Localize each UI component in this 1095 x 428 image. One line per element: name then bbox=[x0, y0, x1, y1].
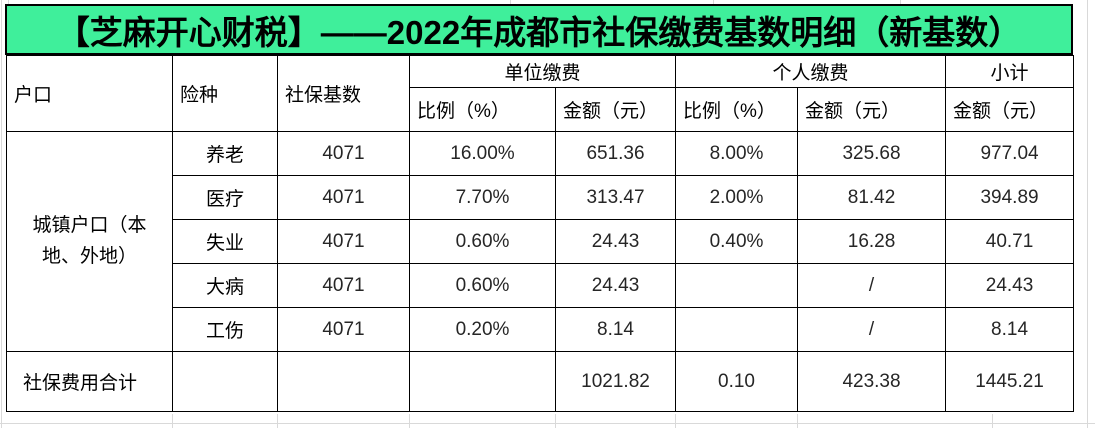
cell-personal-ratio bbox=[675, 307, 799, 352]
header-row-2: 比例（%） 金额（元） 比例（%） 金额（元） 金额（元） bbox=[7, 87, 1075, 132]
cell-employer-amount: 651.36 bbox=[554, 131, 677, 176]
header-subtotal-amount: 金额（元） bbox=[945, 87, 1075, 132]
cell-insurance-type: 失业 bbox=[172, 219, 278, 264]
gridline bbox=[797, 414, 798, 428]
cell-base: 4071 bbox=[277, 219, 410, 264]
cell-personal-ratio bbox=[675, 263, 799, 308]
header-row-1: 户口 险种 社保基数 单位缴费 个人缴费 小计 bbox=[6, 55, 1075, 132]
cell-insurance-type: 医疗 bbox=[172, 175, 278, 220]
gridline bbox=[510, 0, 511, 4]
cell-subtotal: 8.14 bbox=[945, 307, 1075, 352]
total-employer-ratio-cell bbox=[409, 351, 556, 412]
cell-base: 4071 bbox=[277, 175, 410, 220]
cell-insurance-type: 养老 bbox=[172, 131, 278, 176]
social-insurance-table: 户口 险种 社保基数 单位缴费 个人缴费 小计 比例（%） 金额（元） 比例（%… bbox=[6, 55, 1075, 412]
header-employer-amount: 金额（元） bbox=[554, 87, 677, 132]
cell-personal-ratio: 0.40% bbox=[675, 219, 799, 264]
cell-insurance-type: 工伤 bbox=[172, 307, 278, 352]
table-row-unemployment: 失业 4071 0.60% 24.43 0.40% 16.28 40.71 bbox=[7, 219, 1075, 264]
table-row-medical: 医疗 4071 7.70% 313.47 2.00% 81.42 394.89 bbox=[7, 175, 1075, 220]
table-row-pension: 城镇户口（本地、外地） 养老 4071 16.00% 651.36 8.00% … bbox=[6, 131, 1075, 352]
total-subtotal-cell: 1445.21 bbox=[945, 351, 1075, 412]
total-employer-amount-cell: 1021.82 bbox=[554, 351, 677, 412]
gridline bbox=[713, 0, 714, 4]
gridline bbox=[675, 414, 676, 428]
gridline bbox=[1087, 0, 1088, 428]
gridline bbox=[900, 0, 901, 4]
gridline bbox=[409, 414, 410, 428]
gridline bbox=[8, 0, 9, 4]
cell-base: 4071 bbox=[277, 263, 410, 308]
page-title: 【芝麻开心财税】——2022年成都市社保缴费基数明细（新基数） bbox=[56, 13, 1022, 51]
cell-employer-amount: 24.43 bbox=[554, 263, 677, 308]
header-insurance-type: 险种 bbox=[172, 55, 278, 132]
cell-employer-amount: 313.47 bbox=[554, 175, 677, 220]
cell-employer-ratio: 0.60% bbox=[409, 219, 556, 264]
cell-employer-ratio: 0.20% bbox=[409, 307, 556, 352]
header-base: 社保基数 bbox=[277, 55, 410, 132]
gridline bbox=[0, 423, 1095, 424]
cell-subtotal: 24.43 bbox=[945, 263, 1075, 308]
cell-personal-amount: / bbox=[797, 263, 947, 308]
cell-personal-amount: 16.28 bbox=[797, 219, 947, 264]
header-employer-contribution: 单位缴费 bbox=[408, 55, 677, 88]
header-employer-ratio: 比例（%） bbox=[409, 87, 556, 132]
total-label-cell: 社保费用合计 bbox=[6, 351, 173, 412]
cell-personal-ratio: 8.00% bbox=[675, 131, 799, 176]
header-personal-contribution: 个人缴费 bbox=[675, 55, 947, 88]
title-banner: 【芝麻开心财税】——2022年成都市社保缴费基数明细（新基数） bbox=[5, 4, 1073, 55]
cell-employer-ratio: 7.70% bbox=[409, 175, 556, 220]
cell-employer-amount: 8.14 bbox=[554, 307, 677, 352]
cell-personal-amount: 81.42 bbox=[797, 175, 947, 220]
total-base-cell bbox=[277, 351, 410, 412]
cell-subtotal: 40.71 bbox=[945, 219, 1075, 264]
table-row-serious-illness: 大病 4071 0.60% 24.43 / 24.43 bbox=[7, 263, 1075, 308]
total-personal-amount-cell: 423.38 bbox=[797, 351, 947, 412]
header-personal-amount: 金额（元） bbox=[797, 87, 947, 132]
cell-subtotal: 977.04 bbox=[945, 131, 1075, 176]
table-row-work-injury: 工伤 4071 0.20% 8.14 / 8.14 bbox=[7, 307, 1075, 352]
header-personal-ratio: 比例（%） bbox=[675, 87, 799, 132]
header-subtotal: 小计 bbox=[945, 55, 1075, 88]
cell-base: 4071 bbox=[277, 307, 410, 352]
header-household: 户口 bbox=[6, 55, 173, 132]
cell-employer-ratio: 16.00% bbox=[409, 131, 556, 176]
gridline bbox=[277, 414, 278, 428]
cell-insurance-type: 大病 bbox=[172, 263, 278, 308]
total-row: 社保费用合计 1021.82 0.10 423.38 1445.21 bbox=[6, 351, 1075, 412]
cell-base: 4071 bbox=[277, 131, 410, 176]
household-group-cell: 城镇户口（本地、外地） bbox=[6, 131, 173, 352]
cell-employer-ratio: 0.60% bbox=[409, 263, 556, 308]
gridline bbox=[172, 414, 173, 428]
gridline bbox=[992, 414, 993, 428]
cell-personal-ratio: 2.00% bbox=[675, 175, 799, 220]
gridline bbox=[555, 414, 556, 428]
cell-personal-amount: 325.68 bbox=[797, 131, 947, 176]
cell-personal-amount: / bbox=[797, 307, 947, 352]
gridline bbox=[1, 0, 2, 428]
cell-subtotal: 394.89 bbox=[945, 175, 1075, 220]
cell-employer-amount: 24.43 bbox=[554, 219, 677, 264]
total-insurance-type-cell bbox=[172, 351, 278, 412]
total-personal-ratio-cell: 0.10 bbox=[675, 351, 799, 412]
